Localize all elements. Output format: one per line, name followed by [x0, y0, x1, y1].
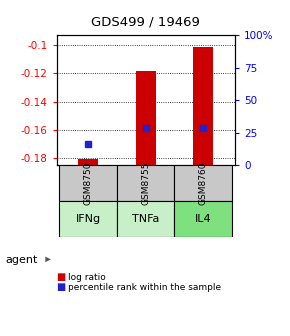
Text: IL4: IL4 [195, 214, 212, 224]
Text: GDS499 / 19469: GDS499 / 19469 [90, 15, 200, 28]
Bar [78, 159, 98, 165]
Text: IFNg: IFNg [76, 214, 101, 224]
Text: GSM8755: GSM8755 [141, 161, 150, 205]
Text: log ratio: log ratio [68, 273, 106, 282]
Bar [193, 47, 213, 165]
Bar [136, 71, 156, 165]
Text: ■: ■ [57, 282, 66, 292]
Bar [175, 201, 232, 237]
Bar [175, 165, 232, 201]
Text: GSM8750: GSM8750 [84, 161, 93, 205]
Text: TNFa: TNFa [132, 214, 160, 224]
Bar [59, 165, 117, 201]
Bar [117, 201, 175, 237]
Bar [117, 165, 175, 201]
Bar [59, 201, 117, 237]
Text: ■: ■ [57, 272, 66, 282]
Text: percentile rank within the sample: percentile rank within the sample [68, 283, 221, 292]
Text: agent: agent [6, 255, 38, 265]
Text: GSM8760: GSM8760 [199, 161, 208, 205]
